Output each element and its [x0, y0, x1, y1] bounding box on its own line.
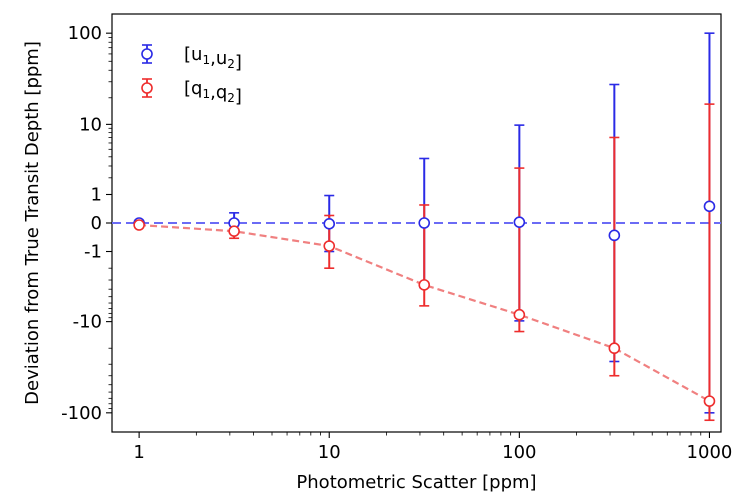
series-q1-q2-point: [133, 219, 145, 231]
series-u1-u2-point: [513, 216, 526, 228]
y-axis-label: Deviation from True Transit Depth [ppm]: [22, 41, 43, 405]
y-tick-label: -1: [84, 242, 102, 263]
data-layer: [133, 32, 716, 422]
series-u1-u2-point: [608, 229, 621, 242]
legend-q1-q2-label: [q1,q2]: [184, 78, 242, 107]
series-u1-u2-point: [703, 200, 716, 213]
series-q1-q2-point: [323, 240, 336, 252]
y-tick-label: -10: [73, 312, 102, 333]
series-q1-q2-point: [513, 308, 526, 321]
y-tick-label: 100: [68, 23, 102, 44]
legend-q1-q2-marker: [141, 82, 153, 94]
y-tick-label: 1: [91, 184, 102, 205]
legend: [u1,u2] [q1,q2]: [141, 44, 242, 107]
y-tick-label: 10: [79, 114, 102, 135]
series-q1-q2-point: [608, 342, 621, 355]
x-axis-label: Photometric Scatter [ppm]: [296, 472, 536, 493]
legend-u1-u2-label: [u1,u2]: [184, 44, 242, 73]
series-q1-q2-point: [703, 395, 716, 407]
y-tick-label: 0: [91, 213, 102, 234]
series-u1-u2-point: [418, 217, 431, 229]
x-tick-label: 10: [318, 442, 341, 463]
x-tick-label: 1000: [687, 442, 733, 463]
series-q1-q2-point: [418, 279, 431, 291]
series-u1-u2-point: [323, 218, 336, 230]
x-tick-label: 1: [133, 442, 144, 463]
legend-u1-u2-marker: [141, 48, 153, 60]
series-q1-q2-point: [228, 225, 240, 237]
x-tick-label: 100: [502, 442, 536, 463]
y-tick-label: -100: [61, 403, 102, 424]
